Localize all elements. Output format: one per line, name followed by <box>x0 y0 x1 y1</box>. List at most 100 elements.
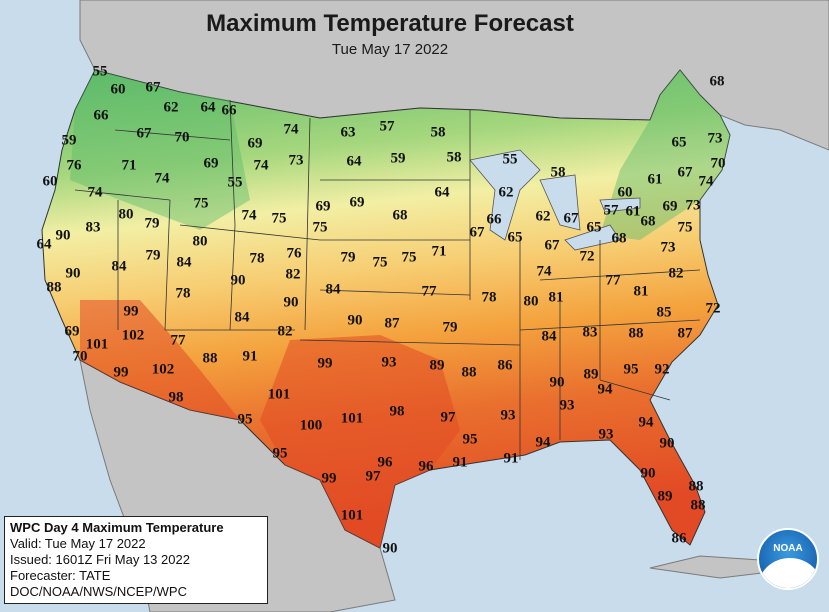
cool-northwest <box>70 70 250 230</box>
temperature-label: 88 <box>202 350 218 367</box>
temperature-label: 62 <box>498 184 514 201</box>
temperature-label: 99 <box>123 303 139 320</box>
temperature-label: 58 <box>550 164 566 181</box>
temperature-label: 93 <box>598 426 614 443</box>
temperature-label: 101 <box>340 507 364 524</box>
temperature-label: 75 <box>372 254 388 271</box>
info-source: DOC/NOAA/NWS/NCEP/WPC <box>10 584 187 599</box>
temperature-label: 86 <box>671 530 687 547</box>
temperature-label: 97 <box>440 409 456 426</box>
cuba-land <box>649 555 771 579</box>
temperature-label: 97 <box>365 468 381 485</box>
temperature-label: 74 <box>698 173 714 190</box>
temperature-label: 84 <box>111 258 127 275</box>
temperature-label: 69 <box>349 194 365 211</box>
temperature-label: 90 <box>382 540 398 557</box>
temperature-label: 71 <box>431 243 447 260</box>
temperature-label: 82 <box>277 323 293 340</box>
temperature-label: 99 <box>113 364 129 381</box>
temperature-label: 60 <box>617 184 633 201</box>
temperature-label: 94 <box>638 414 654 431</box>
temperature-label: 87 <box>677 325 693 342</box>
temperature-label: 99 <box>321 470 337 487</box>
temperature-label: 69 <box>64 323 80 340</box>
noaa-logo-text: NOAA <box>773 543 803 554</box>
temperature-label: 80 <box>523 293 539 310</box>
temperature-label: 65 <box>586 219 602 236</box>
temperature-label: 81 <box>633 283 649 300</box>
temperature-label: 79 <box>144 215 160 232</box>
temperature-label: 67 <box>145 79 161 96</box>
temperature-label: 64 <box>200 99 216 116</box>
temperature-label: 87 <box>384 315 400 332</box>
temperature-label: 75 <box>193 195 209 212</box>
temperature-label: 62 <box>163 99 179 116</box>
temperature-label: 85 <box>656 304 672 321</box>
temperature-label: 77 <box>170 332 186 349</box>
temperature-label: 67 <box>677 164 693 181</box>
temperature-label: 90 <box>347 312 363 329</box>
temperature-label: 55 <box>227 174 243 191</box>
temperature-label: 69 <box>247 135 263 152</box>
temperature-label: 74 <box>241 207 257 224</box>
temperature-label: 79 <box>145 247 161 264</box>
temperature-label: 95 <box>237 411 253 428</box>
temperature-label: 101 <box>85 336 109 353</box>
temperature-label: 68 <box>640 213 656 230</box>
temperature-label: 66 <box>486 211 502 228</box>
temperature-label: 91 <box>452 454 468 471</box>
temperature-label: 72 <box>705 300 721 317</box>
temperature-label: 75 <box>677 219 693 236</box>
temperature-label: 100 <box>299 417 323 434</box>
temperature-label: 90 <box>640 465 656 482</box>
temperature-label: 99 <box>317 355 333 372</box>
temperature-label: 76 <box>286 245 302 262</box>
temperature-label: 94 <box>535 434 551 451</box>
temperature-label: 59 <box>61 132 77 149</box>
temperature-label: 98 <box>168 389 184 406</box>
temperature-label: 69 <box>203 155 219 172</box>
temperature-label: 77 <box>421 283 437 300</box>
temperature-label: 88 <box>688 478 704 495</box>
temperature-label: 69 <box>662 198 678 215</box>
map-subtitle: Tue May 17 2022 <box>331 41 449 58</box>
temperature-label: 74 <box>536 263 552 280</box>
temperature-label: 57 <box>379 118 395 135</box>
temperature-label: 92 <box>654 361 670 378</box>
temperature-label: 95 <box>462 431 478 448</box>
temperature-label: 80 <box>118 206 134 223</box>
temperature-label: 67 <box>544 237 560 254</box>
temperature-label: 73 <box>288 152 304 169</box>
temperature-label: 73 <box>685 197 701 214</box>
temperature-label: 90 <box>283 294 299 311</box>
temperature-label: 58 <box>446 149 462 166</box>
temperature-label: 77 <box>605 272 621 289</box>
temperature-label: 80 <box>192 233 208 250</box>
temperature-label: 90 <box>659 435 675 452</box>
temperature-label: 64 <box>346 153 362 170</box>
temperature-label: 79 <box>340 249 356 266</box>
temperature-label: 67 <box>136 125 152 142</box>
info-issued: Issued: 1601Z Fri May 13 2022 <box>10 552 190 567</box>
temperature-label: 90 <box>55 227 71 244</box>
temperature-label: 96 <box>418 458 434 475</box>
temperature-label: 101 <box>340 410 364 427</box>
temperature-label: 91 <box>242 348 258 365</box>
temperature-label: 90 <box>65 265 81 282</box>
temperature-label: 89 <box>657 488 673 505</box>
temperature-label: 98 <box>389 403 405 420</box>
temperature-label: 93 <box>381 354 397 371</box>
temperature-label: 90 <box>230 272 246 289</box>
temperature-label: 88 <box>690 497 706 514</box>
temperature-label: 68 <box>392 207 408 224</box>
temperature-label: 89 <box>429 357 445 374</box>
temperature-label: 60 <box>110 81 126 98</box>
temperature-label: 70 <box>72 348 88 365</box>
temperature-label: 78 <box>481 289 497 306</box>
temperature-label: 65 <box>507 229 523 246</box>
temperature-label: 74 <box>154 170 170 187</box>
temperature-label: 75 <box>312 219 328 236</box>
temperature-label: 78 <box>175 285 191 302</box>
temperature-label: 95 <box>272 445 288 462</box>
state-borders <box>74 99 701 460</box>
